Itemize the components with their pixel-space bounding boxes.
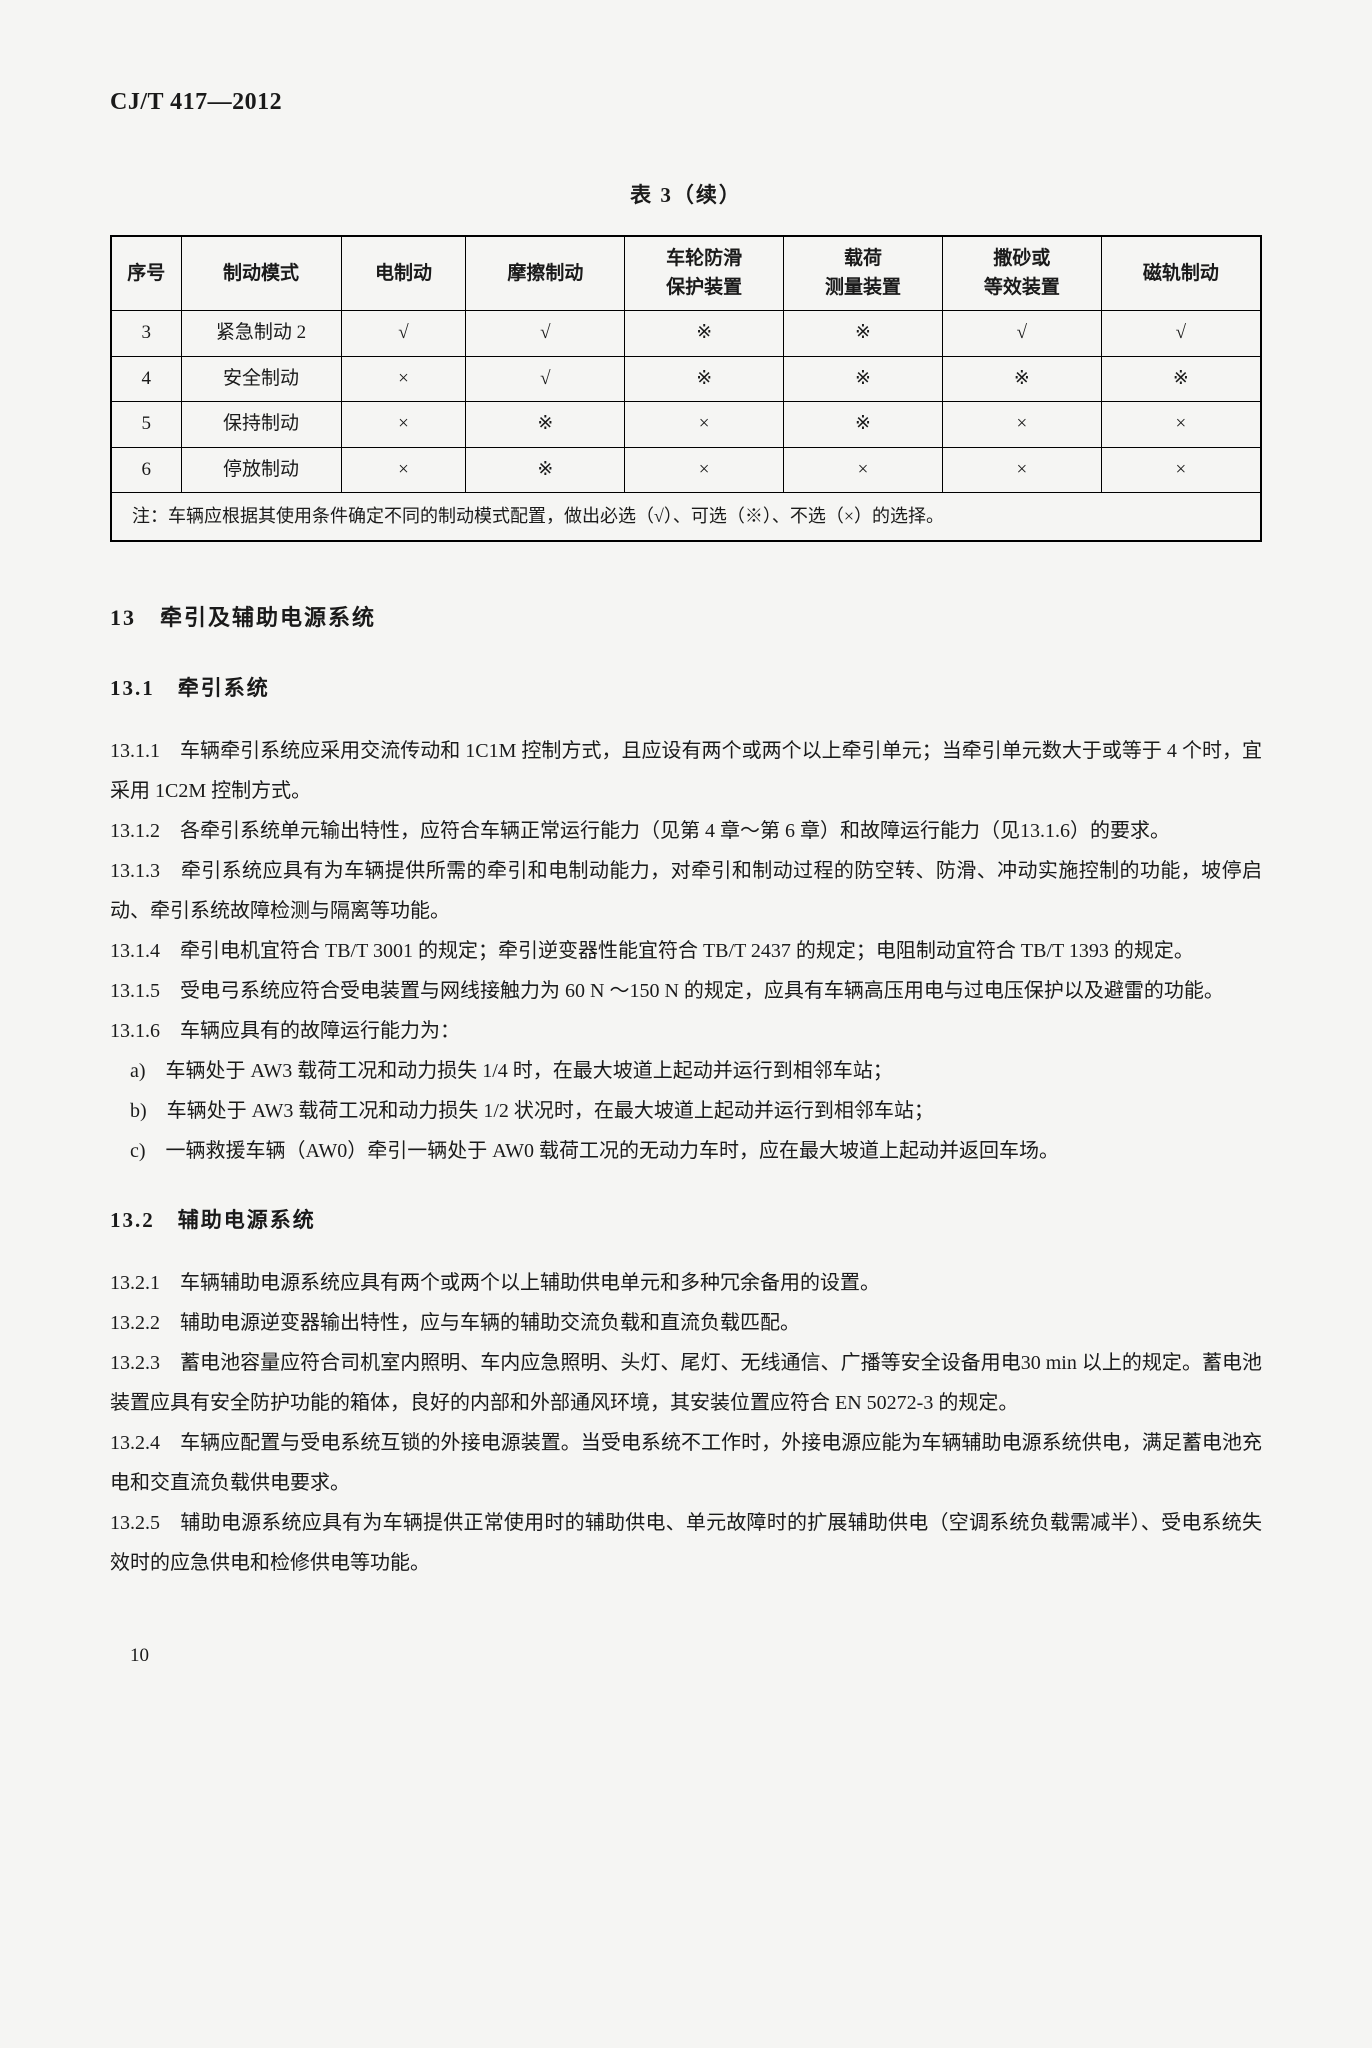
clause-13-2-2: 13.2.2 辅助电源逆变器输出特性，应与车辆的辅助交流负载和直流负载匹配。 bbox=[110, 1303, 1262, 1343]
cell: ※ bbox=[1101, 356, 1261, 402]
clause-13-1-1: 13.1.1 车辆牵引系统应采用交流传动和 1C1M 控制方式，且应设有两个或两… bbox=[110, 731, 1262, 811]
cell: 5 bbox=[111, 402, 181, 448]
clause-13-1-3: 13.1.3 牵引系统应具有为车辆提供所需的牵引和电制动能力，对牵引和制动过程的… bbox=[110, 851, 1262, 931]
col-seq: 序号 bbox=[111, 236, 181, 311]
cell: ※ bbox=[784, 356, 943, 402]
cell: × bbox=[625, 447, 784, 493]
table-note: 注：车辆应根据其使用条件确定不同的制动模式配置，做出必选（√）、可选（※）、不选… bbox=[111, 493, 1261, 542]
cell: √ bbox=[942, 311, 1101, 357]
list-item-c: c) 一辆救援车辆（AW0）牵引一辆处于 AW0 载荷工况的无动力车时，应在最大… bbox=[110, 1131, 1262, 1171]
clause-13-1-4: 13.1.4 牵引电机宜符合 TB/T 3001 的规定；牵引逆变器性能宜符合 … bbox=[110, 931, 1262, 971]
heading-13-1: 13.1 牵引系统 bbox=[110, 669, 1262, 709]
document-id: CJ/T 417—2012 bbox=[110, 80, 1262, 126]
table-row: 6 停放制动 × ※ × × × × bbox=[111, 447, 1261, 493]
cell: √ bbox=[466, 311, 625, 357]
cell: × bbox=[942, 447, 1101, 493]
heading-13: 13 牵引及辅助电源系统 bbox=[110, 597, 1262, 639]
cell: × bbox=[341, 447, 466, 493]
col-mode: 制动模式 bbox=[181, 236, 341, 311]
cell: 紧急制动 2 bbox=[181, 311, 341, 357]
cell: 4 bbox=[111, 356, 181, 402]
cell: 保持制动 bbox=[181, 402, 341, 448]
cell: ※ bbox=[942, 356, 1101, 402]
heading-13-2: 13.2 辅助电源系统 bbox=[110, 1201, 1262, 1241]
table-caption: 表 3（续） bbox=[110, 176, 1262, 216]
col-load: 载荷 测量装置 bbox=[784, 236, 943, 311]
cell: ※ bbox=[784, 402, 943, 448]
cell: √ bbox=[1101, 311, 1261, 357]
braking-mode-table: 序号 制动模式 电制动 摩擦制动 车轮防滑 保护装置 载荷 测量装置 撒砂或 等… bbox=[110, 235, 1262, 542]
col-magnetic: 磁轨制动 bbox=[1101, 236, 1261, 311]
cell: √ bbox=[341, 311, 466, 357]
list-item-a: a) 车辆处于 AW3 载荷工况和动力损失 1/4 时，在最大坡道上起动并运行到… bbox=[110, 1051, 1262, 1091]
cell: ※ bbox=[625, 356, 784, 402]
col-electric: 电制动 bbox=[341, 236, 466, 311]
clause-13-1-6: 13.1.6 车辆应具有的故障运行能力为： bbox=[110, 1011, 1262, 1051]
cell: ※ bbox=[625, 311, 784, 357]
cell: 6 bbox=[111, 447, 181, 493]
cell: × bbox=[942, 402, 1101, 448]
cell: √ bbox=[466, 356, 625, 402]
cell: 安全制动 bbox=[181, 356, 341, 402]
table-row: 3 紧急制动 2 √ √ ※ ※ √ √ bbox=[111, 311, 1261, 357]
cell: ※ bbox=[784, 311, 943, 357]
cell: 3 bbox=[111, 311, 181, 357]
cell: 停放制动 bbox=[181, 447, 341, 493]
cell: × bbox=[1101, 447, 1261, 493]
cell: × bbox=[1101, 402, 1261, 448]
cell: × bbox=[784, 447, 943, 493]
clause-13-2-5: 13.2.5 辅助电源系统应具有为车辆提供正常使用时的辅助供电、单元故障时的扩展… bbox=[110, 1503, 1262, 1583]
cell: ※ bbox=[466, 402, 625, 448]
table-row: 5 保持制动 × ※ × ※ × × bbox=[111, 402, 1261, 448]
cell: × bbox=[341, 402, 466, 448]
cell: × bbox=[341, 356, 466, 402]
clause-13-2-3: 13.2.3 蓄电池容量应符合司机室内照明、车内应急照明、头灯、尾灯、无线通信、… bbox=[110, 1343, 1262, 1423]
table-header-row: 序号 制动模式 电制动 摩擦制动 车轮防滑 保护装置 载荷 测量装置 撒砂或 等… bbox=[111, 236, 1261, 311]
col-friction: 摩擦制动 bbox=[466, 236, 625, 311]
col-sanding: 撒砂或 等效装置 bbox=[942, 236, 1101, 311]
cell: × bbox=[625, 402, 784, 448]
clause-13-1-5: 13.1.5 受电弓系统应符合受电装置与网线接触力为 60 N ～150 N 的… bbox=[110, 971, 1262, 1011]
clause-13-1-2: 13.1.2 各牵引系统单元输出特性，应符合车辆正常运行能力（见第 4 章～第 … bbox=[110, 811, 1262, 851]
col-antiskid: 车轮防滑 保护装置 bbox=[625, 236, 784, 311]
clause-13-2-4: 13.2.4 车辆应配置与受电系统互锁的外接电源装置。当受电系统不工作时，外接电… bbox=[110, 1423, 1262, 1503]
page-number: 10 bbox=[110, 1638, 1262, 1674]
table-note-row: 注：车辆应根据其使用条件确定不同的制动模式配置，做出必选（√）、可选（※）、不选… bbox=[111, 493, 1261, 542]
list-item-b: b) 车辆处于 AW3 载荷工况和动力损失 1/2 状况时，在最大坡道上起动并运… bbox=[110, 1091, 1262, 1131]
clause-13-2-1: 13.2.1 车辆辅助电源系统应具有两个或两个以上辅助供电单元和多种冗余备用的设… bbox=[110, 1263, 1262, 1303]
table-row: 4 安全制动 × √ ※ ※ ※ ※ bbox=[111, 356, 1261, 402]
cell: ※ bbox=[466, 447, 625, 493]
